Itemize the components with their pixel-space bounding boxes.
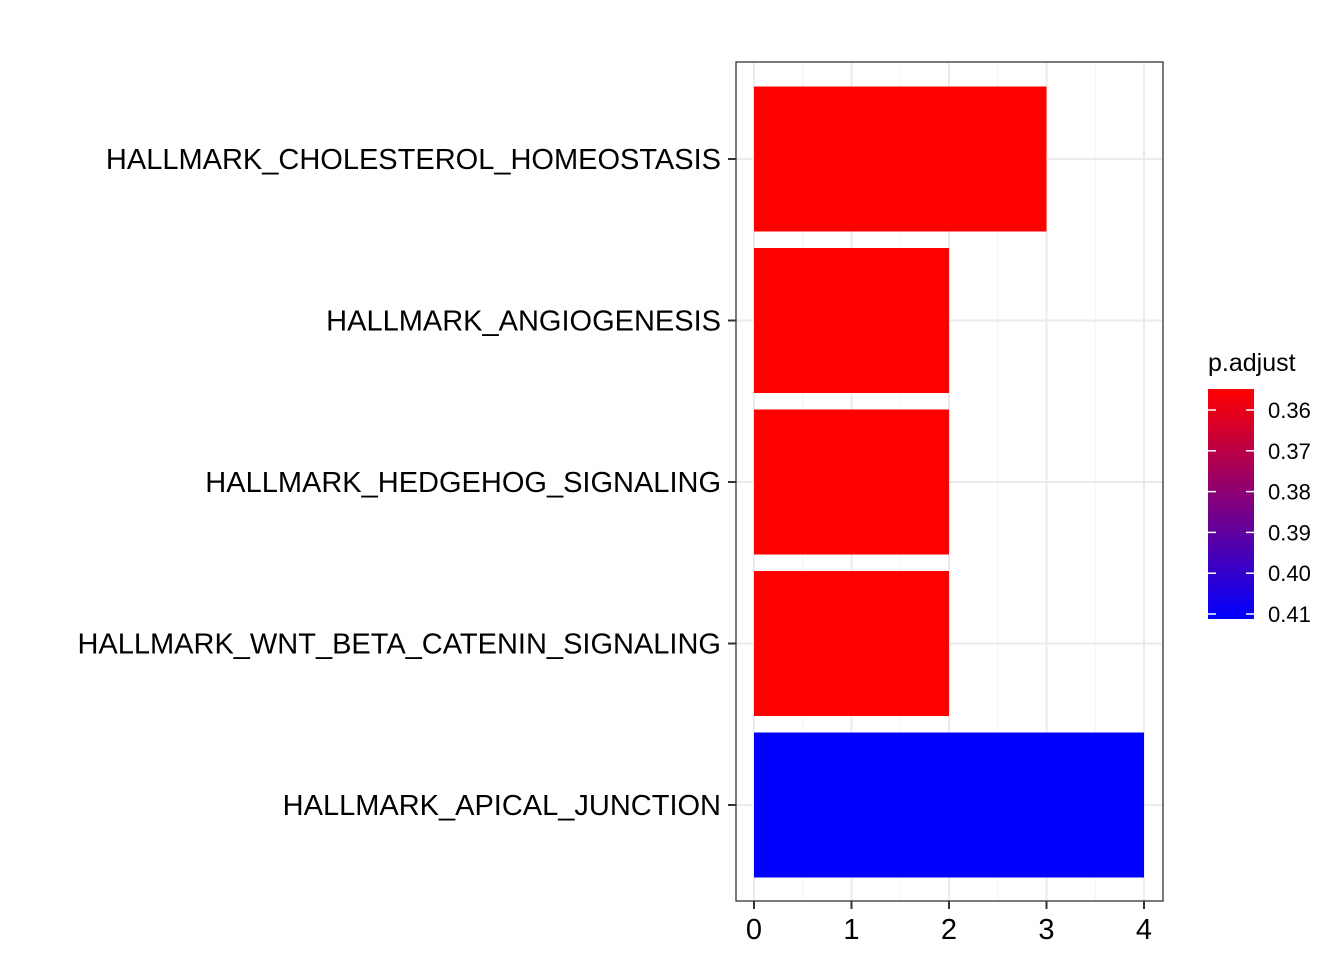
y-tick-label: HALLMARK_APICAL_JUNCTION bbox=[283, 790, 721, 822]
legend-colorbar bbox=[1208, 389, 1254, 619]
bar bbox=[754, 571, 949, 716]
legend-tick-label: 0.37 bbox=[1268, 439, 1311, 464]
legend-tick-label: 0.36 bbox=[1268, 398, 1311, 423]
x-tick-label: 2 bbox=[941, 914, 957, 946]
y-tick-label: HALLMARK_HEDGEHOG_SIGNALING bbox=[205, 467, 721, 499]
bar bbox=[754, 86, 1047, 232]
bars bbox=[754, 86, 1144, 878]
x-tick-label: 0 bbox=[746, 914, 762, 946]
legend-tick-label: 0.39 bbox=[1268, 520, 1311, 545]
bar bbox=[754, 409, 949, 555]
bar bbox=[754, 248, 949, 393]
legend-tick-label: 0.38 bbox=[1268, 480, 1311, 505]
x-tick-label: 3 bbox=[1038, 914, 1054, 946]
y-tick-label: HALLMARK_ANGIOGENESIS bbox=[326, 306, 721, 338]
y-tick-label: HALLMARK_WNT_BETA_CATENIN_SIGNALING bbox=[77, 629, 721, 661]
y-axis: HALLMARK_CHOLESTEROL_HOMEOSTASIS HALLMARK… bbox=[77, 144, 736, 822]
legend-title: p.adjust bbox=[1208, 349, 1296, 377]
legend-tick-label: 0.41 bbox=[1268, 602, 1311, 627]
x-tick-label: 4 bbox=[1136, 914, 1152, 946]
x-tick-label: 1 bbox=[843, 914, 859, 946]
x-axis: 0 1 2 3 4 bbox=[746, 901, 1152, 946]
bar bbox=[754, 732, 1144, 878]
legend: p.adjust 0.36 0.37 0.38 0.39 0.40 0.41 bbox=[1208, 349, 1311, 627]
legend-tick-label: 0.40 bbox=[1268, 561, 1311, 586]
y-tick-label: HALLMARK_CHOLESTEROL_HOMEOSTASIS bbox=[106, 144, 721, 176]
